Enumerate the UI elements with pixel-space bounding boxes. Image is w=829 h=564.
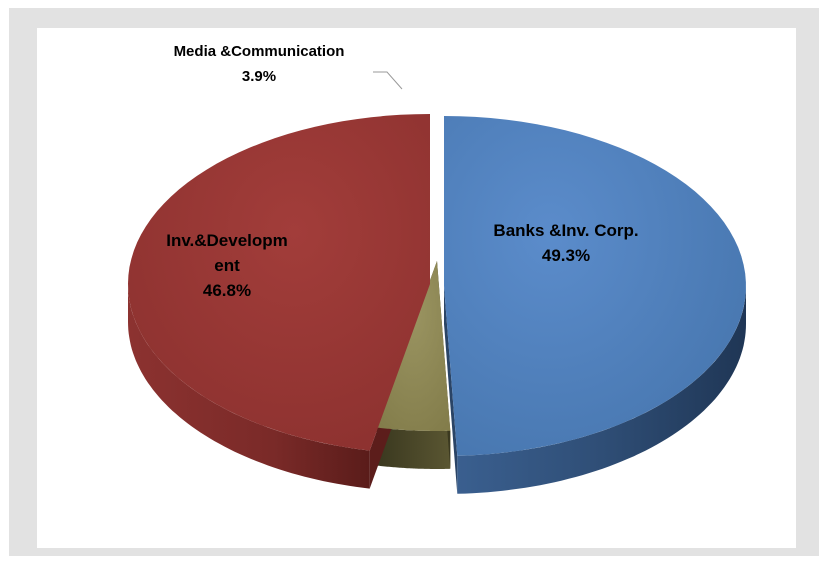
slice-side-banks-inv-corp xyxy=(457,286,746,494)
slice-cut-banks-inv-corp-1 xyxy=(444,286,458,494)
slice-side-media-communication xyxy=(376,427,451,469)
slice-value-media-communication: 3.9% xyxy=(242,68,276,85)
slice-label-media-communication: Media &Communication xyxy=(174,43,345,60)
leader-line-media-communication xyxy=(373,71,403,90)
slice-banks-inv-corp xyxy=(444,116,746,456)
slice-label-banks-inv-corp: Banks &Inv. Corp. xyxy=(493,221,638,240)
slice-inv-development xyxy=(128,114,430,451)
slice-label-inv-development: Inv.&Developm xyxy=(166,231,288,250)
slice-label-inv-development: ent xyxy=(214,256,240,275)
slice-side-inv-development xyxy=(128,284,370,489)
slice-value-banks-inv-corp: 49.3% xyxy=(542,246,590,265)
pie-group xyxy=(128,114,746,494)
slice-value-inv-development: 46.8% xyxy=(203,281,251,300)
slice-media-communication xyxy=(376,261,451,431)
label-group: Banks &Inv. Corp. 49.3% Inv.&Developm ent 46… xyxy=(166,43,638,300)
